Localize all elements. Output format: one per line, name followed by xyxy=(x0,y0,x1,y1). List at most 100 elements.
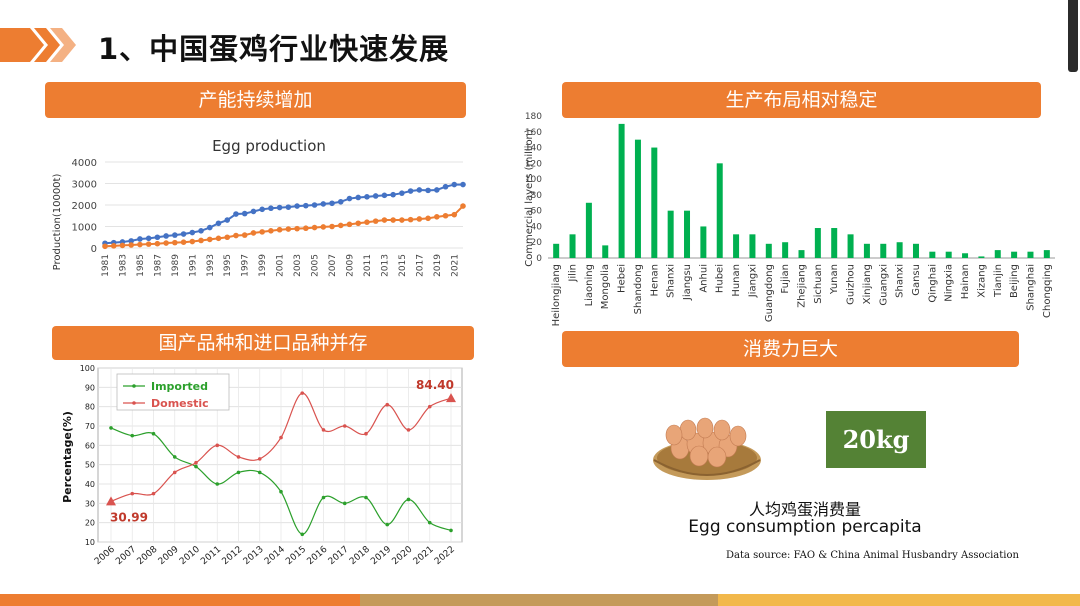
annotation-label: 30.99 xyxy=(110,510,148,524)
x-tick-label: 1989 xyxy=(171,254,181,277)
data-point xyxy=(285,226,292,232)
data-point xyxy=(233,232,239,239)
y-tick-label: 40 xyxy=(531,222,543,232)
bar xyxy=(651,147,658,258)
bar xyxy=(749,234,756,258)
bar xyxy=(618,123,625,258)
bar xyxy=(700,226,707,258)
data-point xyxy=(434,214,440,220)
x-tick-label: 2011 xyxy=(199,545,223,567)
legend-label: Imported xyxy=(151,380,208,393)
x-tick-label: Heilongjiang xyxy=(551,264,562,326)
data-point xyxy=(154,240,161,247)
data-point xyxy=(285,204,292,210)
bar xyxy=(684,210,691,258)
scrollbar[interactable] xyxy=(1068,0,1078,72)
bar xyxy=(1027,251,1034,258)
legend-box xyxy=(116,373,230,411)
bar xyxy=(847,234,854,258)
data-point xyxy=(215,235,222,242)
data-point xyxy=(241,232,248,238)
data-point xyxy=(320,201,327,207)
x-tick-label: 1987 xyxy=(153,254,163,277)
data-point xyxy=(224,234,231,241)
x-tick-label: Jilin xyxy=(568,264,579,283)
data-point xyxy=(342,501,347,506)
data-point xyxy=(189,238,196,245)
bar xyxy=(782,242,789,258)
bar xyxy=(945,251,952,258)
data-point xyxy=(406,428,411,432)
data-point xyxy=(130,491,135,496)
x-tick-label: 1997 xyxy=(241,254,251,277)
footer-stripe xyxy=(0,594,1080,606)
data-point xyxy=(442,212,449,219)
y-tick-label: 120 xyxy=(525,159,542,169)
data-point xyxy=(407,216,414,223)
x-tick-label: Qinghai xyxy=(927,264,938,303)
data-point xyxy=(198,237,204,244)
bar xyxy=(978,256,985,258)
bar xyxy=(716,163,723,258)
data-point xyxy=(337,222,344,229)
y-tick-label: 30 xyxy=(85,499,95,508)
bar xyxy=(733,234,740,258)
x-tick-label: 2007 xyxy=(328,254,338,277)
x-tick-label: Guizhou xyxy=(846,264,857,305)
x-tick-label: Jiangxi xyxy=(747,264,758,298)
x-tick-label: 1983 xyxy=(118,254,128,277)
data-point xyxy=(346,195,353,202)
x-tick-label: 2021 xyxy=(450,254,460,277)
data-point xyxy=(294,225,300,232)
data-point xyxy=(250,230,257,236)
data-point xyxy=(145,241,152,247)
data-point xyxy=(321,428,326,432)
y-tick-label: 60 xyxy=(85,441,95,450)
x-tick-label: 1999 xyxy=(258,254,268,277)
data-point xyxy=(276,226,283,233)
x-tick-label: Beijing xyxy=(1009,264,1020,298)
data-point xyxy=(372,193,379,199)
x-tick-label: 2013 xyxy=(242,545,266,567)
x-tick-label: 2016 xyxy=(305,544,329,567)
data-point xyxy=(294,203,300,209)
data-point xyxy=(385,402,390,407)
legend-marker xyxy=(132,401,136,405)
y-tick-label: 20 xyxy=(85,519,95,528)
bar xyxy=(831,228,838,258)
data-point xyxy=(130,433,135,438)
data-point xyxy=(399,190,405,196)
data-point xyxy=(180,231,187,237)
x-tick-label: 2013 xyxy=(380,254,390,277)
y-tick-label: 0 xyxy=(91,244,97,255)
data-point xyxy=(381,217,388,223)
commercial-layers-chart: Commercial layers (million) 0 20 40 60 80 100… xyxy=(524,112,1055,326)
data-point xyxy=(399,217,405,223)
section-breeds-bar: 国产品种和进口品种并存 xyxy=(52,326,474,360)
chevron-arrows-icon xyxy=(0,28,76,62)
endpoint-marker xyxy=(106,496,116,506)
data-point xyxy=(320,224,327,230)
x-tick-label: 2009 xyxy=(345,254,355,277)
bar xyxy=(814,228,821,258)
x-tick-label: 2017 xyxy=(327,545,351,567)
y-tick-label: 40 xyxy=(85,480,95,489)
data-point xyxy=(215,443,220,448)
x-tick-label: 1991 xyxy=(188,254,198,277)
x-tick-label: 1985 xyxy=(136,254,146,277)
x-tick-label: 2019 xyxy=(433,254,443,277)
data-point xyxy=(151,431,156,436)
data-point xyxy=(145,235,152,242)
data-point xyxy=(449,528,453,533)
consumption-label-cn: 人均鸡蛋消费量 xyxy=(748,500,861,519)
x-tick-label: Henan xyxy=(649,264,660,296)
x-tick-label: 2003 xyxy=(293,254,303,277)
y-tick-label: 2000 xyxy=(72,201,97,212)
data-point xyxy=(364,194,370,200)
y-tick-label: 80 xyxy=(531,191,543,201)
y-axis-label: Production(10000t) xyxy=(52,174,63,271)
data-point xyxy=(189,229,196,236)
x-tick-label: 2021 xyxy=(412,545,436,567)
y-axis-label: Percentage(%) xyxy=(61,411,74,503)
data-point xyxy=(311,224,318,231)
